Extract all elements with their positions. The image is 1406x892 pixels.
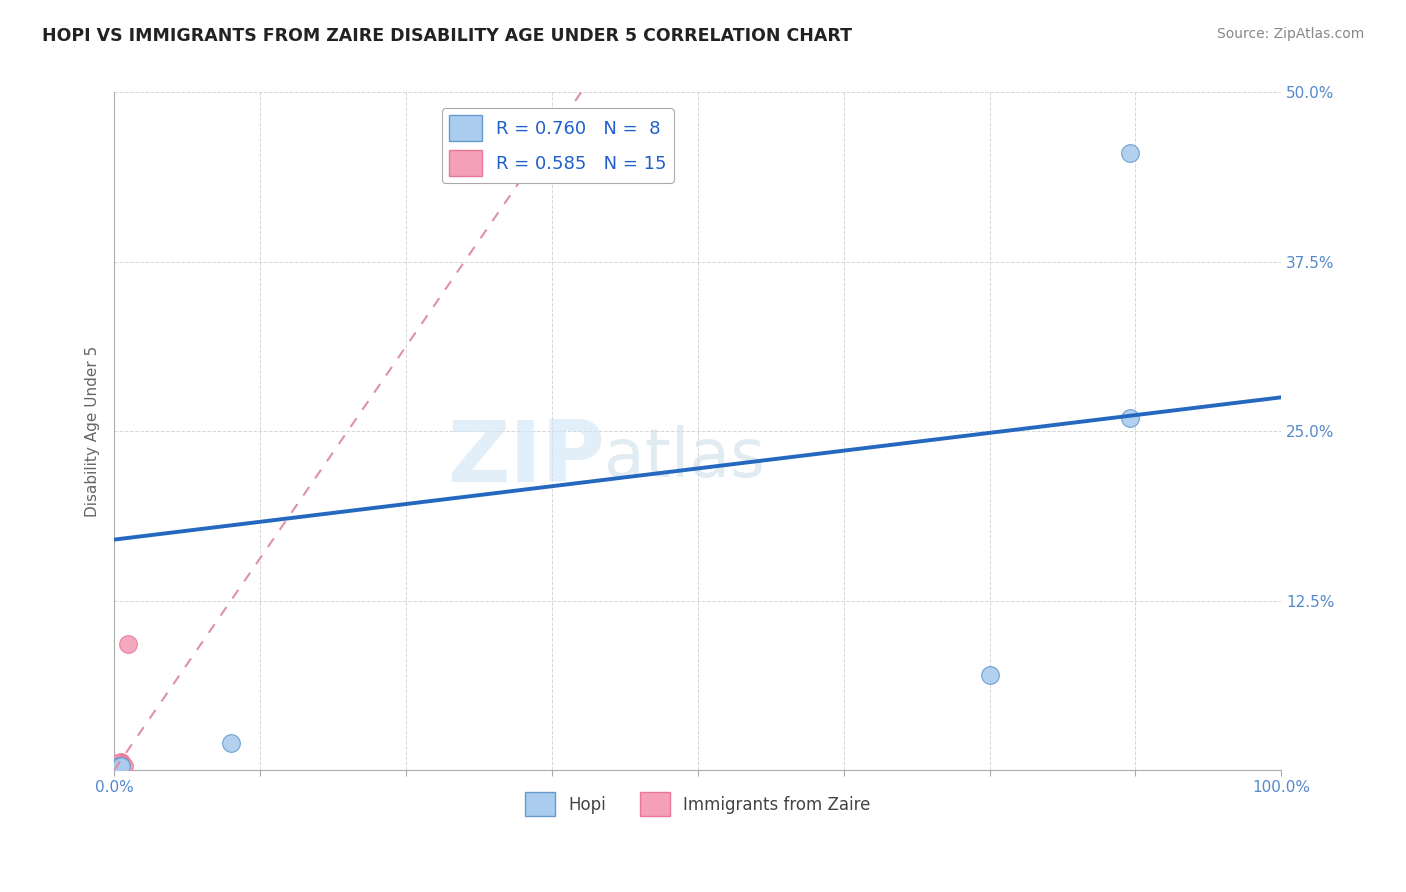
Point: [108, 757, 131, 772]
Point: [110, 757, 132, 772]
Point: [108, 759, 131, 773]
Point: [108, 756, 131, 771]
Point: [111, 757, 134, 772]
Point: [112, 759, 135, 773]
Point: [219, 736, 242, 750]
Point: [107, 760, 129, 774]
Legend: Hopi, Immigrants from Zaire: Hopi, Immigrants from Zaire: [519, 786, 877, 822]
Text: atlas: atlas: [605, 425, 765, 491]
Point: [1118, 146, 1140, 161]
Point: [110, 759, 132, 773]
Y-axis label: Disability Age Under 5: Disability Age Under 5: [86, 345, 100, 516]
Point: [110, 755, 132, 769]
Point: [108, 760, 131, 774]
Text: Source: ZipAtlas.com: Source: ZipAtlas.com: [1216, 27, 1364, 41]
Point: [107, 757, 129, 772]
Point: [108, 759, 131, 773]
Point: [107, 756, 129, 771]
Point: [1118, 410, 1140, 425]
Point: [108, 756, 131, 771]
Text: HOPI VS IMMIGRANTS FROM ZAIRE DISABILITY AGE UNDER 5 CORRELATION CHART: HOPI VS IMMIGRANTS FROM ZAIRE DISABILITY…: [42, 27, 852, 45]
Point: [110, 756, 132, 771]
Point: [979, 668, 1001, 682]
Point: [108, 759, 131, 773]
Point: [107, 759, 129, 773]
Point: [117, 637, 139, 651]
Point: [108, 757, 131, 772]
Text: ZIP: ZIP: [447, 417, 605, 500]
